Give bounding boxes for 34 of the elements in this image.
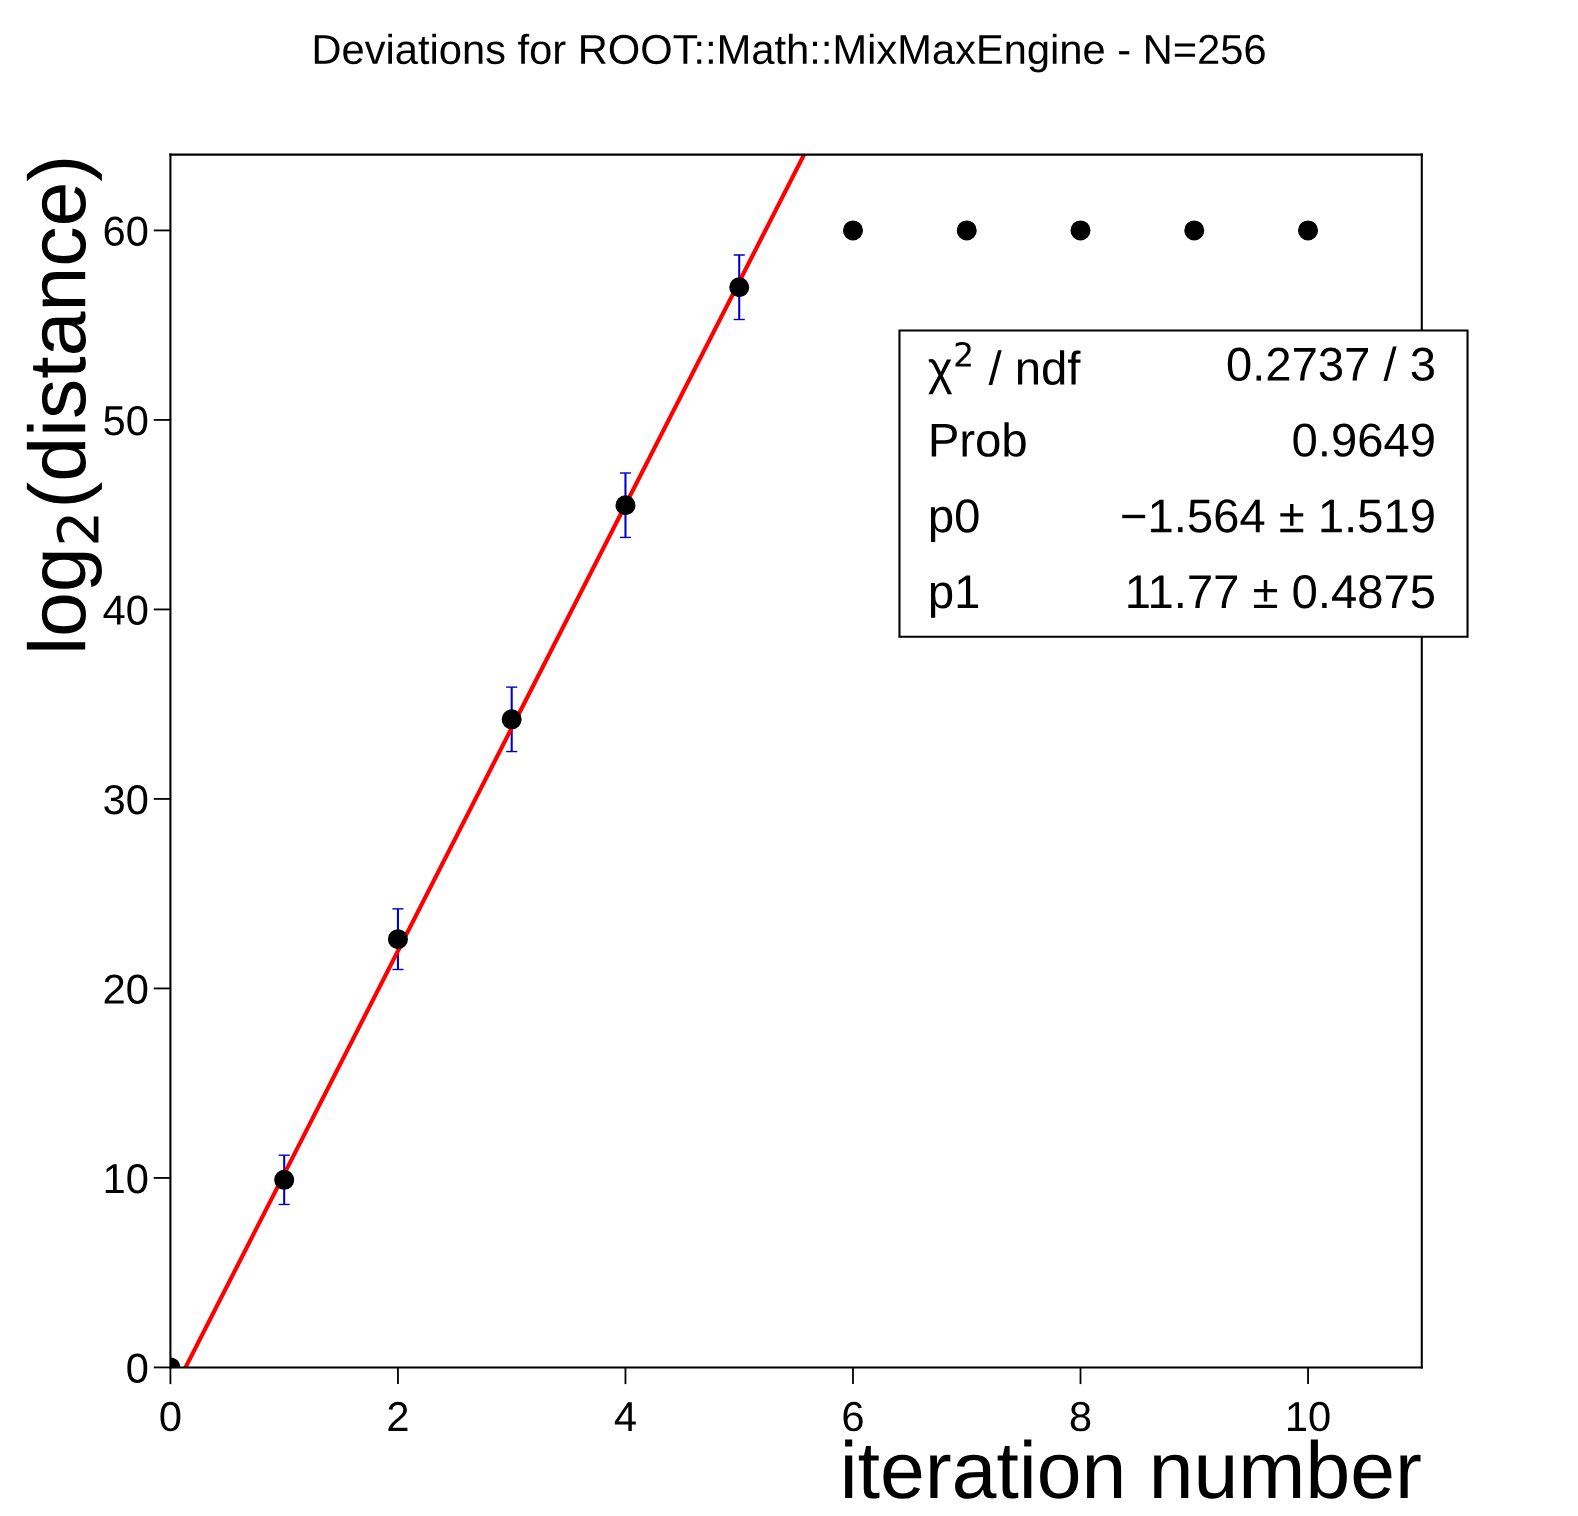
y-tick-label: 0 <box>127 1353 148 1383</box>
text: 11.77 ± 0.4875 <box>1128 575 1435 609</box>
text: −1.564 ± 1.519 <box>1122 499 1434 533</box>
y-tick-label: 30 <box>104 784 148 815</box>
text: 0.9649 <box>1293 423 1434 457</box>
point <box>615 495 636 516</box>
text: χ$^{2}$ / ndf <box>928 341 1081 395</box>
point <box>387 929 408 950</box>
y-axis-title: log$_{2}$(distance) <box>26 159 102 650</box>
x-tick-label: 8 <box>1070 1401 1091 1432</box>
point <box>274 1169 295 1190</box>
x-axis-title: iteration number <box>845 1439 1421 1499</box>
text: 0.2737 / 3 <box>1227 346 1434 382</box>
point <box>501 709 522 730</box>
y-tick-label: 60 <box>104 216 148 246</box>
x-tick-label: 6 <box>843 1401 863 1432</box>
y-tick-label: 50 <box>104 405 148 436</box>
text: p1 <box>930 575 979 618</box>
x-tick-label: 10 <box>1288 1401 1330 1432</box>
chart-title: Deviations for ROOT::Math::MixMaxEngine - N=256 <box>314 33 1265 73</box>
text: p0 <box>930 499 979 542</box>
point <box>842 220 863 241</box>
point <box>729 277 750 298</box>
y-tick-label: 40 <box>103 595 148 625</box>
x-tick-label: 4 <box>614 1402 636 1431</box>
point <box>956 220 977 241</box>
x-tick-label: 0 <box>160 1401 181 1432</box>
y-tick-label: 10 <box>105 1163 148 1194</box>
y-tick-label: 20 <box>104 974 148 1004</box>
point <box>1184 220 1205 241</box>
x-tick-label: 2 <box>388 1401 408 1431</box>
text: Prob <box>931 422 1026 457</box>
point <box>1070 220 1091 241</box>
point <box>1298 220 1319 241</box>
